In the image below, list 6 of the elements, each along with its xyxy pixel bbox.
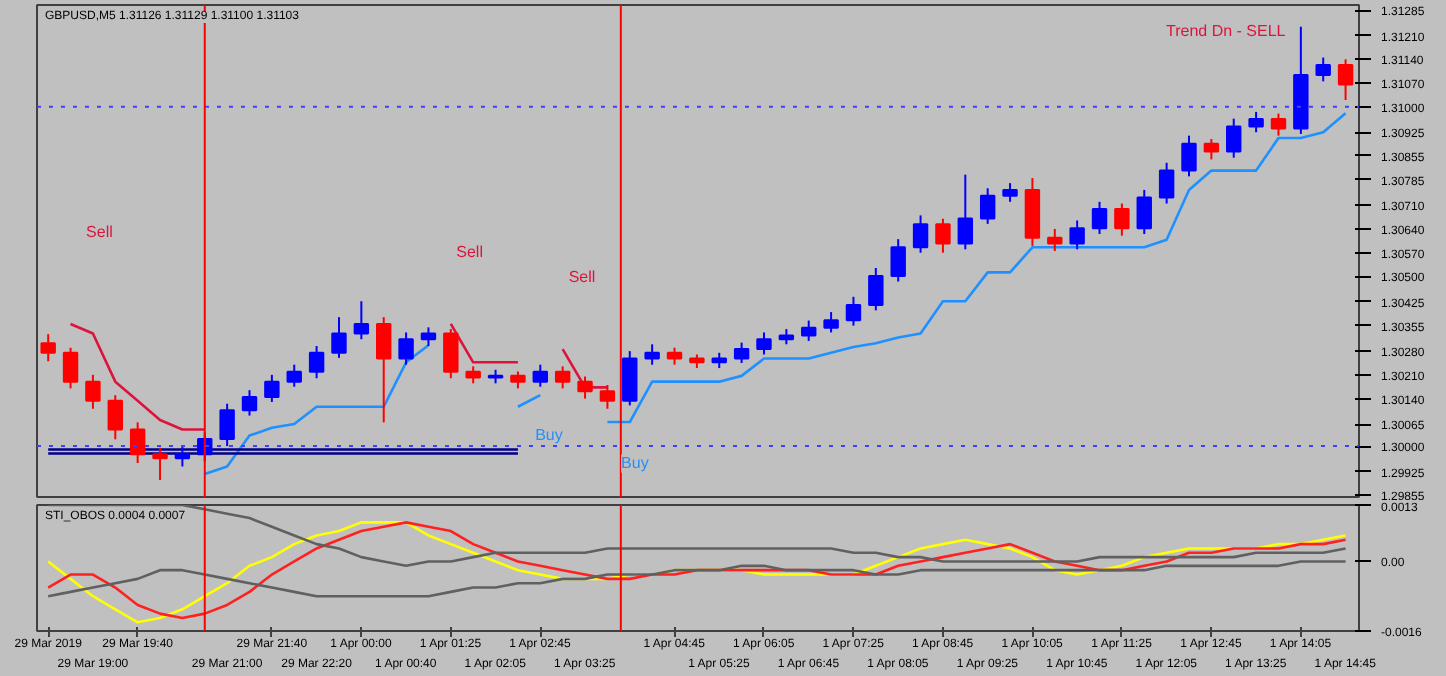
annotation: Sell	[568, 267, 596, 286]
annotation: Buy	[621, 454, 649, 473]
annotation: Buy	[535, 426, 563, 445]
annotation: Trend Dn - SELL	[1166, 21, 1287, 40]
annotation: Sell	[456, 242, 484, 261]
annotation: Sell	[86, 223, 114, 242]
